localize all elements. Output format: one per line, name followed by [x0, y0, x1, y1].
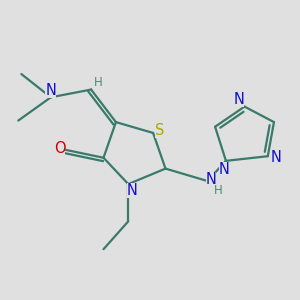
Text: N: N: [233, 92, 244, 107]
Text: O: O: [54, 141, 65, 156]
Text: S: S: [155, 123, 165, 138]
Text: N: N: [127, 183, 137, 198]
Text: N: N: [219, 162, 230, 177]
Text: H: H: [94, 76, 102, 89]
Text: N: N: [271, 150, 282, 165]
Text: H: H: [214, 184, 223, 197]
Text: N: N: [45, 83, 56, 98]
Text: N: N: [206, 172, 217, 187]
